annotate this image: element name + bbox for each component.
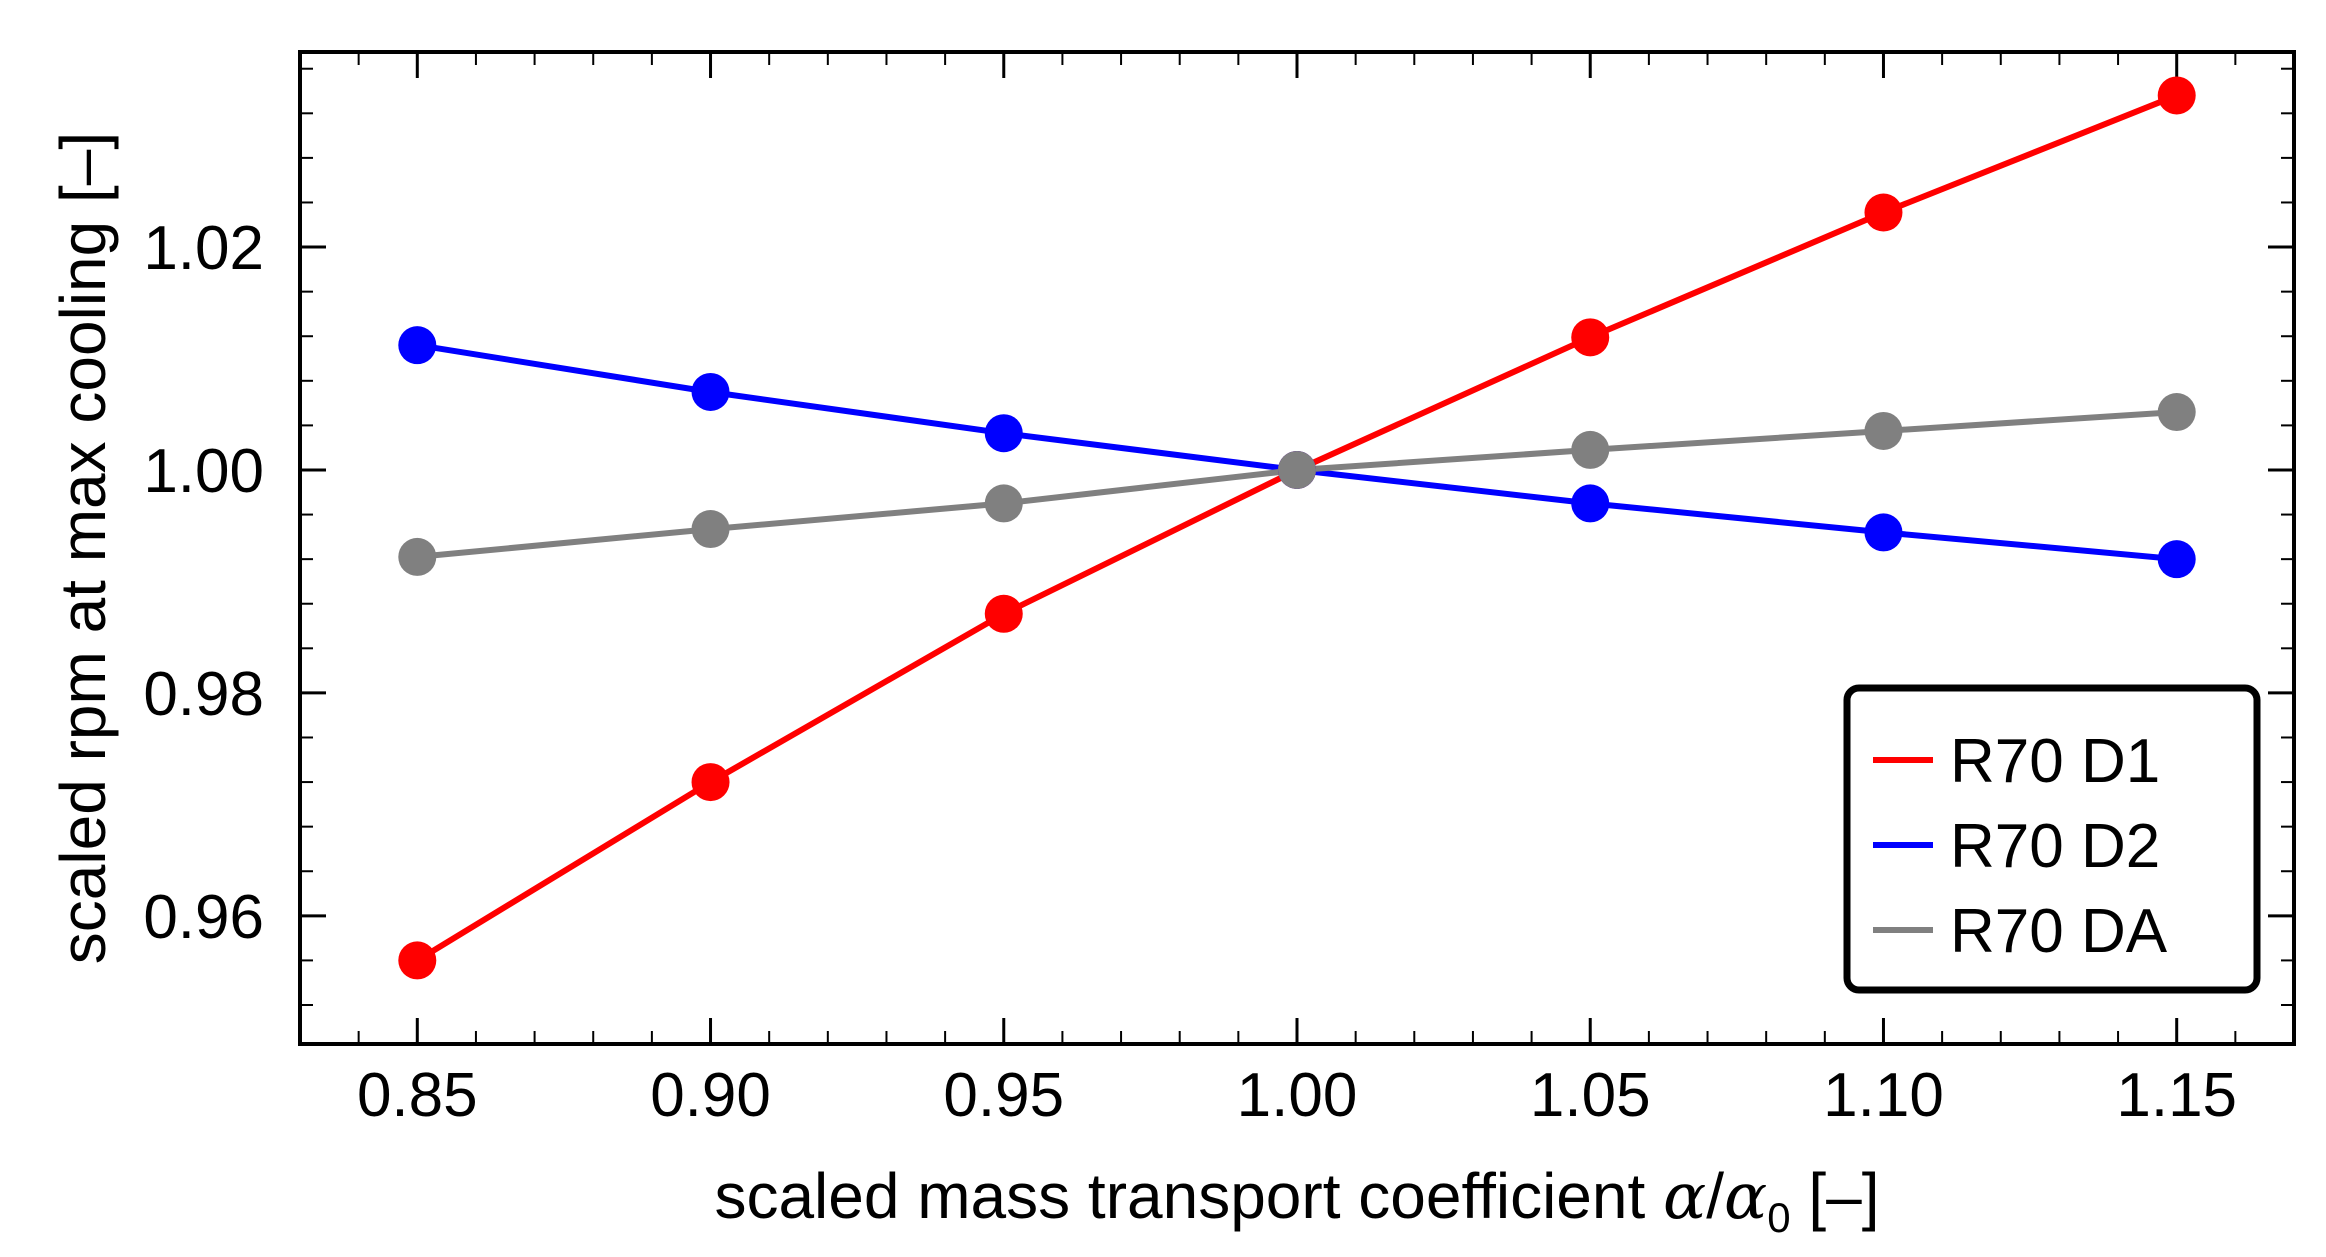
x-tick-label: 1.15 [2116,1061,2237,1130]
x-tick-label: 1.10 [1823,1061,1944,1130]
data-point-r70-d2 [2157,540,2196,579]
y-tick-label: 1.00 [143,437,264,506]
series-layer [398,76,2196,980]
data-point-r70-d2 [1571,484,1610,523]
minor-ticks [299,52,2295,1044]
x-axis-title-alpha0: α [1724,1160,1767,1234]
y-tick-labels: 0.96 0.98 1.00 1.02 [143,214,264,952]
data-point-r70-d2 [691,372,730,411]
data-point-r70-d1 [984,594,1023,633]
x-tick-label: 0.90 [650,1061,771,1130]
legend-box [1843,684,2261,994]
x-axis-title-subscript: 0 [1767,1194,1790,1241]
data-point-r70-da [398,537,437,576]
legend-label-r70-da: R70 DA [1950,897,2168,966]
data-point-r70-d1 [691,763,730,802]
y-axis-title: scaled rpm at max cooling [–] [47,132,119,964]
x-axis-title: scaled mass transport coefficient α/α0 [… [714,1160,1879,1241]
x-axis-title-alpha: α [1663,1160,1706,1234]
y-tick-label: 1.02 [143,214,264,283]
legend-label-r70-d1: R70 D1 [1950,727,2160,796]
x-axis-title-slash: / [1706,1160,1724,1232]
data-point-r70-da [2157,393,2196,432]
data-point-r70-da [1278,450,1316,489]
legend-items: R70 D1 R70 D2 R70 DA [1873,727,2168,966]
data-point-r70-da [984,484,1023,523]
x-tick-labels: 0.85 0.90 0.95 1.00 1.05 1.10 1.15 [357,1061,2237,1130]
legend-label-r70-d2: R70 D2 [1950,812,2160,881]
x-tick-label: 1.00 [1237,1061,1358,1130]
data-point-r70-d1 [398,941,437,980]
x-tick-label: 0.85 [357,1061,478,1130]
x-tick-label: 1.05 [1530,1061,1651,1130]
x-axis-title-suffix: [–] [1791,1160,1880,1232]
data-point-r70-d2 [984,414,1023,453]
data-point-r70-d1 [1571,318,1610,357]
data-point-r70-d1 [1864,193,1903,232]
x-axis-title-prefix: scaled mass transport coefficient [714,1160,1663,1232]
data-point-r70-d2 [398,326,437,365]
data-point-r70-da [1571,430,1610,469]
data-point-r70-d1 [2157,76,2196,115]
data-point-r70-da [691,510,730,549]
y-tick-label: 0.98 [143,660,264,729]
major-ticks [300,52,2294,1044]
y-tick-label: 0.96 [143,883,264,952]
data-point-r70-d2 [1864,513,1903,552]
data-point-r70-da [1864,411,1903,450]
legend: R70 D1 R70 D2 R70 DA [1843,684,2261,994]
x-tick-label: 0.95 [943,1061,1064,1130]
